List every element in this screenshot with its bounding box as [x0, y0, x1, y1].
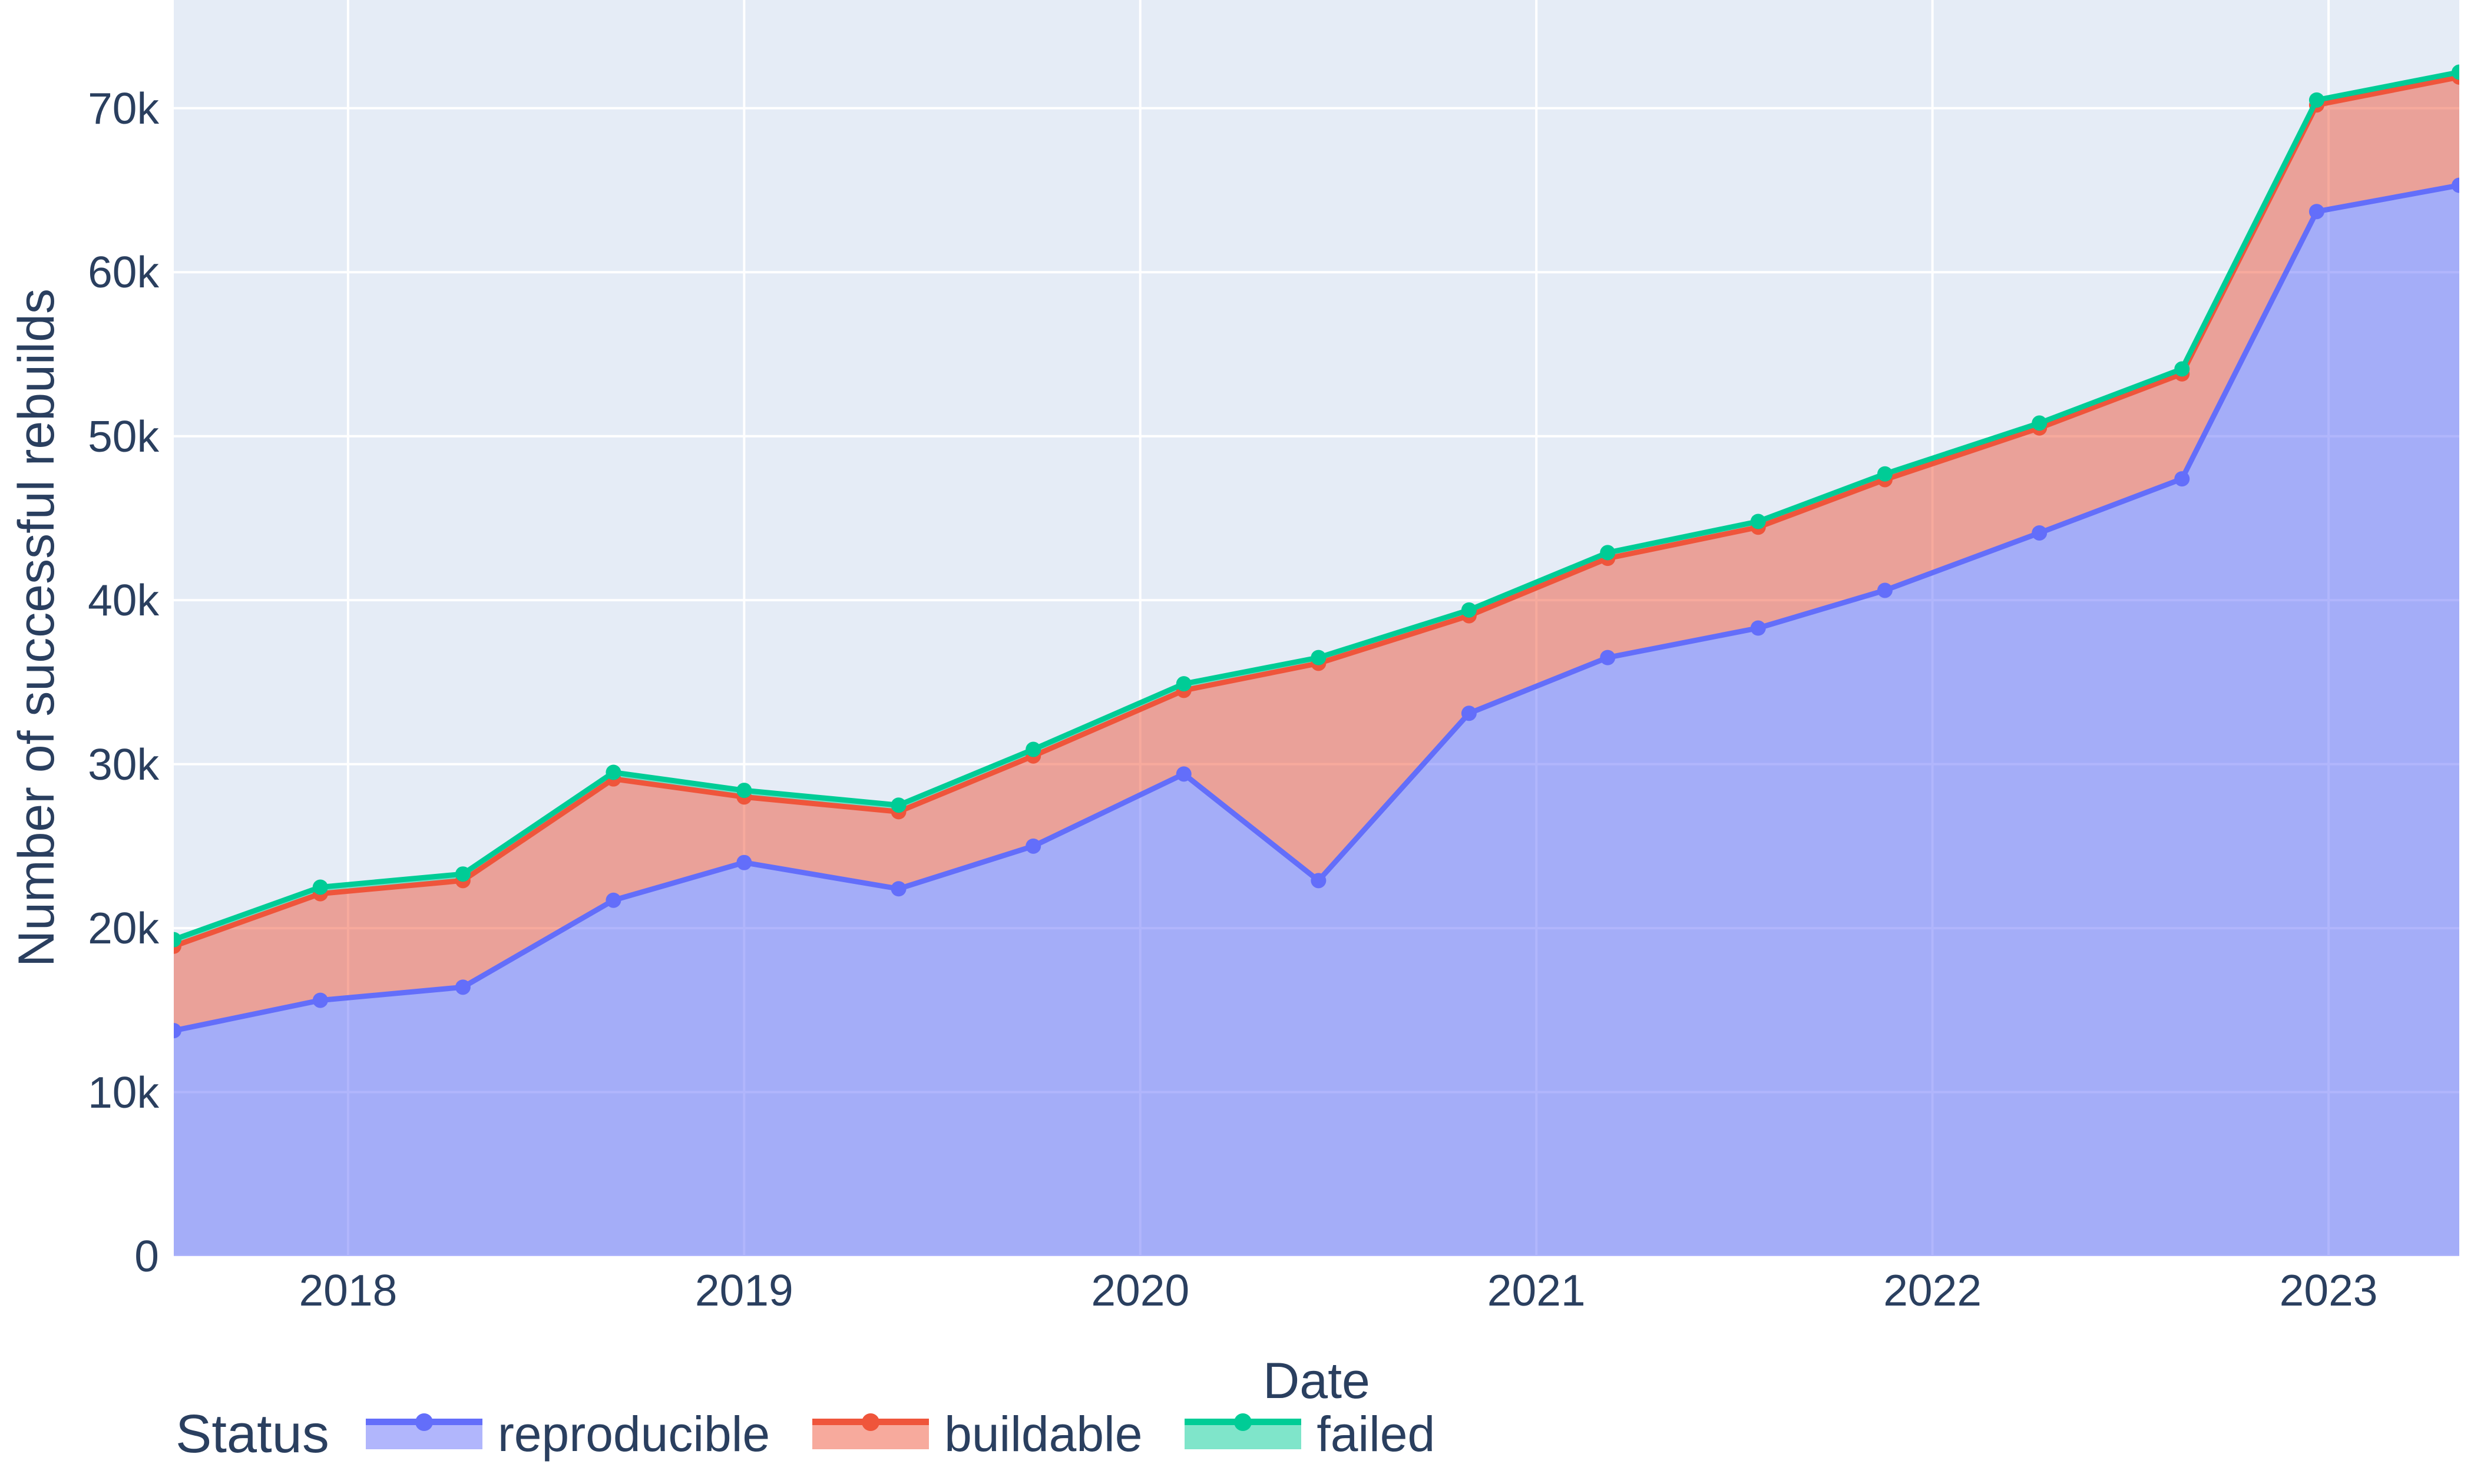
legend-items: reproducible buildable failed [365, 1406, 1435, 1462]
y-axis-title: Number of successful rebuilds [8, 289, 65, 967]
x-tick-label-2022: 2022 [1883, 1266, 1982, 1315]
legend-item-failed[interactable]: failed [1185, 1407, 1435, 1460]
legend-swatch-buildable-icon [812, 1413, 930, 1449]
x-tick-label-2020: 2020 [1091, 1266, 1190, 1315]
legend-swatch-reproducible-icon [365, 1413, 482, 1449]
y-tick-label-60k: 60k [88, 247, 159, 297]
legend-item-buildable[interactable]: buildable [812, 1407, 1142, 1460]
y-tick-label-50k: 50k [88, 411, 159, 461]
x-tick-label-2023: 2023 [2279, 1266, 2378, 1315]
legend: Status reproducible buildable failed [176, 1404, 1435, 1463]
y-tick-label-0: 0 [134, 1231, 159, 1281]
legend-label-buildable: buildable [944, 1406, 1143, 1462]
x-tick-label-2019: 2019 [694, 1266, 793, 1315]
x-axis-title: Date [1263, 1353, 1370, 1409]
legend-label-reproducible: reproducible [497, 1406, 770, 1462]
legend-label-failed: failed [1317, 1406, 1436, 1462]
x-tick-label-2021: 2021 [1487, 1266, 1586, 1315]
x-tick-label-2018: 2018 [299, 1266, 398, 1315]
legend-swatch-failed-icon [1185, 1413, 1302, 1449]
y-tick-label-40k: 40k [88, 575, 159, 625]
y-tick-label-10k: 10k [88, 1067, 159, 1117]
legend-item-reproducible[interactable]: reproducible [365, 1406, 770, 1462]
y-tick-label-30k: 30k [88, 739, 159, 789]
legend-title: Status [176, 1404, 329, 1464]
y-tick-label-20k: 20k [88, 903, 159, 953]
y-tick-label-70k: 70k [88, 83, 159, 133]
